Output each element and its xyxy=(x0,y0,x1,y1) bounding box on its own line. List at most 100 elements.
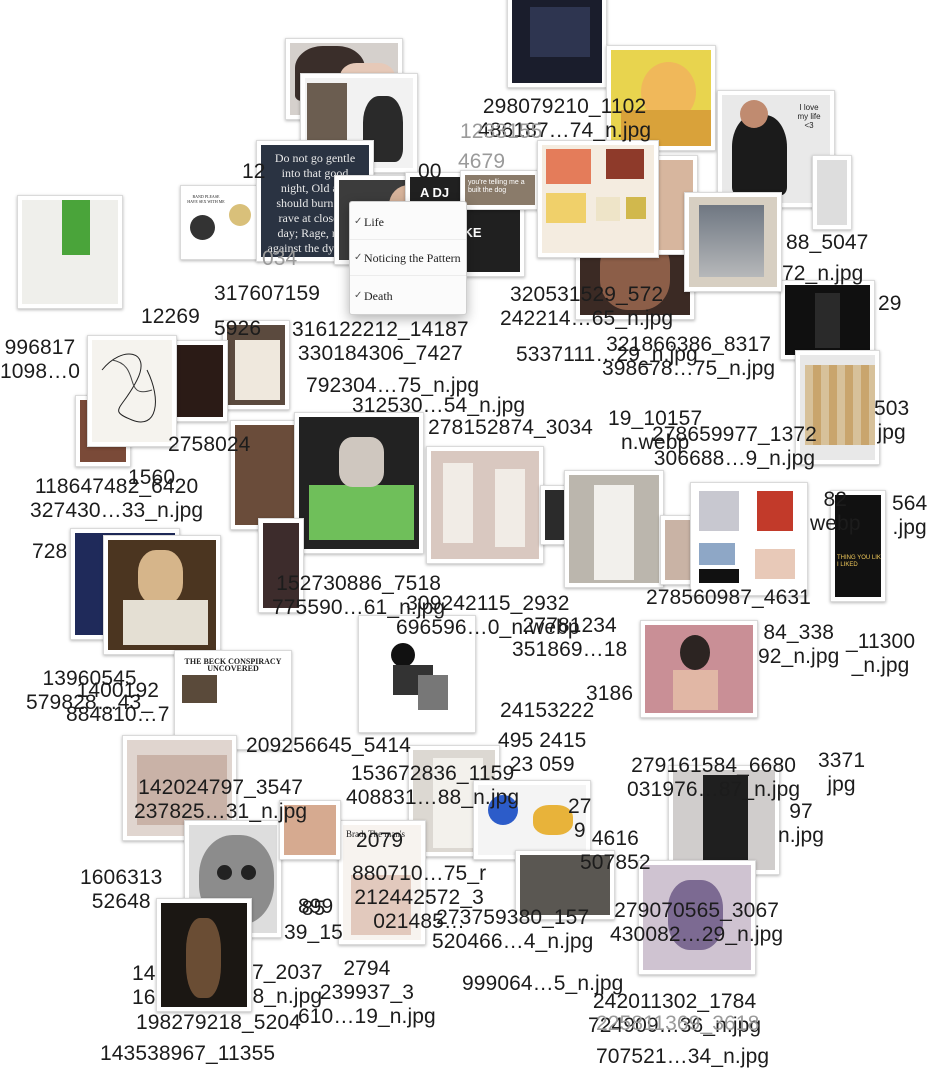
file-label[interactable]: 503 jpg xyxy=(874,397,909,445)
file-label[interactable]: 1560 xyxy=(128,466,175,490)
image-thumbnail[interactable] xyxy=(684,192,782,292)
file-label[interactable]: 278659977_1372 306688…9_n.jpg xyxy=(652,423,817,471)
file-label[interactable]: 5337111…29_n.jpg xyxy=(516,343,698,367)
image-thumbnail[interactable]: BAND PLEASE HAVE SEX WITH ME xyxy=(180,185,260,260)
image-thumbnail[interactable] xyxy=(795,350,880,465)
file-label[interactable]: 97 n.jpg xyxy=(778,800,824,848)
image-thumbnail[interactable] xyxy=(507,0,607,88)
file-label[interactable]: 792304…75_n.jpg xyxy=(306,374,479,398)
file-label[interactable]: 225811369_3618 xyxy=(596,1012,759,1036)
image-thumbnail[interactable] xyxy=(780,280,875,360)
file-label[interactable]: 4616 507852 xyxy=(580,827,651,875)
file-label[interactable]: 312530…54_n.jpg xyxy=(352,394,525,418)
file-label[interactable]: _11300 _n.jpg xyxy=(846,630,915,678)
file-label[interactable]: 728 xyxy=(32,540,67,564)
file-label[interactable]: 495 2415 23 059 xyxy=(498,729,586,777)
file-label[interactable]: 27781234 351869…18 xyxy=(512,614,627,662)
image-thumbnail[interactable] xyxy=(103,535,221,655)
file-label[interactable]: 14 16 xyxy=(132,962,156,1010)
file-label[interactable]: 278560987_4631 xyxy=(646,586,811,610)
file-label[interactable]: 279070565_3067 430082…29_n.jpg xyxy=(610,899,783,947)
file-label[interactable]: 72_n.jpg xyxy=(782,262,863,286)
file-label[interactable]: 88_5047 xyxy=(786,231,868,255)
file-label[interactable]: 996817 1098…0 xyxy=(0,336,80,384)
file-label[interactable]: 7_2037 8_n.jpg xyxy=(252,961,323,1009)
image-thumbnail[interactable] xyxy=(473,780,591,860)
menu-item-life[interactable]: ✓ Life xyxy=(350,204,466,240)
image-thumbnail[interactable] xyxy=(537,140,659,258)
file-label[interactable]: 5926 xyxy=(214,317,261,341)
file-label[interactable]: 317607159 xyxy=(214,282,320,306)
image-thumbnail[interactable] xyxy=(564,470,664,588)
file-label[interactable]: 273759380_157 520466…4_n.jpg xyxy=(432,906,593,954)
image-thumbnail[interactable]: I love my life <3 xyxy=(717,90,835,208)
file-label[interactable]: 2079 xyxy=(356,829,403,853)
file-label[interactable]: 3186 xyxy=(586,682,633,706)
menu-item-death[interactable]: ✓ Death xyxy=(350,278,466,314)
image-thumbnail[interactable] xyxy=(170,340,228,422)
file-label[interactable]: 279161584_6680 031976…87_n.jpg xyxy=(627,754,800,802)
file-label[interactable]: 880710…75_r 212442572_3 021485… xyxy=(352,862,486,934)
image-thumbnail[interactable] xyxy=(690,482,808,596)
file-label[interactable]: 118647482_6420 327430…33_n.jpg xyxy=(30,475,203,523)
image-thumbnail[interactable] xyxy=(294,412,424,554)
menu-item-noticing-the-pattern[interactable]: ✓ Noticing the Pattern xyxy=(350,240,466,276)
file-label[interactable]: 4679 xyxy=(458,150,505,174)
file-label[interactable]: 153672836_1159 408831…88_n.jpg xyxy=(346,762,519,810)
image-thumbnail[interactable] xyxy=(426,446,544,564)
image-thumbnail[interactable] xyxy=(87,335,177,447)
image-thumbnail[interactable] xyxy=(122,735,237,841)
file-label[interactable]: 309242115_2932 696596…0_n.webp xyxy=(396,592,580,640)
image-thumbnail[interactable] xyxy=(222,320,290,410)
file-label[interactable]: 1400192 884810…7 xyxy=(66,679,170,727)
image-thumbnail[interactable]: THE BECK CONSPIRACY UNCOVERED xyxy=(174,650,292,750)
file-label[interactable]: 999064…5_n.jpg xyxy=(462,972,623,996)
file-label[interactable]: 198279218_5204 xyxy=(136,1011,301,1035)
file-label[interactable]: 298079210_1102 486187…74_n.jpg xyxy=(478,95,651,143)
file-label[interactable]: 85 39_15 xyxy=(284,897,343,945)
file-label[interactable]: 152730886_7518 775590…61_n.jpg xyxy=(272,572,445,620)
file-label-line: 1400192 xyxy=(76,679,160,702)
file-label[interactable]: 143538967_11355 xyxy=(100,1042,275,1066)
file-label[interactable]: 242011302_1784 724909…36_n.jpg xyxy=(588,990,761,1038)
image-thumbnail[interactable] xyxy=(640,620,758,718)
file-label[interactable]: 29 xyxy=(878,292,902,316)
file-label[interactable]: 27 9 xyxy=(568,795,592,843)
file-label[interactable]: 707521…34_n.jpg xyxy=(596,1045,769,1069)
file-label[interactable]: 209256645_5414 xyxy=(246,734,411,758)
image-thumbnail[interactable] xyxy=(279,800,341,860)
file-label[interactable]: 12269 xyxy=(141,305,200,329)
file-label[interactable]: 899 xyxy=(298,895,333,919)
file-label[interactable]: 2794 239937_3 610…19_n.jpg xyxy=(298,957,436,1029)
image-thumbnail[interactable]: Brad: The man's xyxy=(338,820,426,945)
image-thumbnail[interactable] xyxy=(17,195,123,309)
image-thumbnail[interactable] xyxy=(258,518,304,613)
file-label[interactable]: 1233155 xyxy=(460,120,542,144)
file-label[interactable]: 3371 jpg xyxy=(818,749,865,797)
file-label[interactable]: 13960545 579828…43_ xyxy=(26,667,153,715)
image-thumbnail[interactable] xyxy=(515,850,615,920)
image-thumbnail[interactable] xyxy=(358,615,476,733)
file-label[interactable]: 316122212_14187 330184306_7427 xyxy=(292,318,469,366)
file-label[interactable]: 00 xyxy=(418,160,442,184)
file-label[interactable]: 82 webp xyxy=(810,488,861,536)
file-label[interactable]: 1606313 52648 xyxy=(80,866,162,914)
image-thumbnail[interactable] xyxy=(638,860,756,975)
file-label[interactable]: 321866386_8317 398678…75_n.jpg xyxy=(602,333,775,381)
file-label[interactable]: 320531529_572 242214…65_n.jpg xyxy=(500,283,673,331)
tag-context-menu[interactable]: ✓ Life ✓ Noticing the Pattern ✓ Death xyxy=(349,201,467,315)
file-label[interactable]: 142024797_3547 237825…31_n.jpg xyxy=(134,776,307,824)
file-label[interactable]: 2758024 xyxy=(168,433,250,457)
file-label[interactable]: 564 .jpg xyxy=(892,492,927,540)
image-thumbnail[interactable] xyxy=(812,155,852,230)
image-thumbnail[interactable] xyxy=(156,898,252,1012)
file-label[interactable]: 278152874_3034 xyxy=(428,416,593,440)
file-label[interactable]: 84_338 92_n.jpg xyxy=(758,621,839,669)
file-label[interactable]: 12 xyxy=(242,160,266,184)
figure-drawing-icon xyxy=(391,643,448,710)
file-label[interactable]: 19_10157 n.webp xyxy=(608,407,702,455)
image-thumbnail[interactable]: THING YOU LIKE I LIKED xyxy=(830,490,886,602)
file-label[interactable]: 24153222 xyxy=(500,699,594,723)
file-label[interactable]: 034 xyxy=(262,247,297,271)
image-thumbnail[interactable]: you're telling me a built the dog xyxy=(460,170,540,210)
